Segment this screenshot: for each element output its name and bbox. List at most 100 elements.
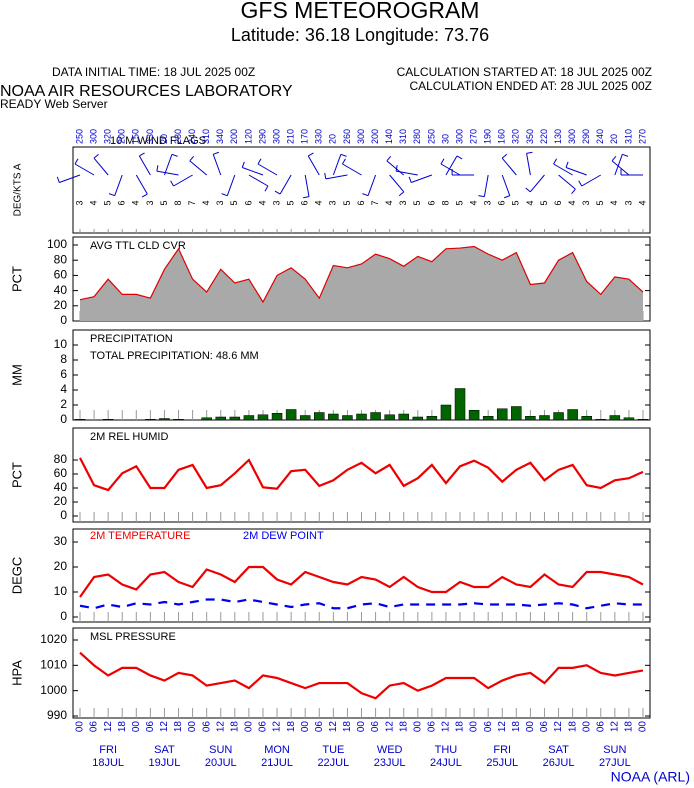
precip-bar: [454, 388, 466, 421]
wind-direction-label: 320: [511, 129, 521, 144]
x-tick-label: 00: [356, 721, 367, 733]
wind-direction-label: 200: [370, 129, 380, 144]
wind-speed-label: 6: [117, 200, 127, 205]
wind-shaft: [445, 155, 458, 176]
precip-bar: [440, 404, 452, 421]
precip-bar: [511, 406, 522, 421]
wind-barb: [340, 153, 347, 157]
legend-entry: 2M TEMPERATURE: [90, 530, 190, 542]
wind-barb: [274, 190, 281, 195]
wind-direction-label: 20: [159, 134, 169, 144]
y-tick-label: 0: [60, 313, 67, 327]
wind-direction-label: 330: [145, 129, 155, 144]
wind-speed-label: 3: [581, 200, 591, 205]
x-tick-label: 00: [187, 721, 198, 733]
wind-shaft: [248, 174, 269, 187]
wind-speed-label: 7: [187, 200, 197, 205]
wind-shaft: [226, 174, 236, 196]
wind-direction-label: 250: [74, 129, 84, 144]
wind-barb: [501, 153, 508, 159]
panel-title: 2M REL HUMID: [90, 431, 168, 443]
x-tick-label: 18: [342, 721, 353, 733]
precip-bar: [412, 416, 424, 421]
y-axis-label: PCT: [9, 266, 24, 292]
wind-barb: [213, 151, 220, 155]
precip-bar: [370, 412, 381, 421]
wind-direction-label: 200: [117, 129, 127, 144]
x-tick-label: 12: [441, 721, 452, 733]
wind-direction-label: 190: [483, 129, 493, 144]
wind-speed-label: 4: [468, 200, 478, 205]
wind-speed-label: 5: [286, 200, 296, 205]
precip-bar: [159, 418, 170, 421]
wind-speed-label: 6: [300, 200, 310, 205]
x-tick-label: 12: [384, 721, 395, 733]
x-tick-label: 18: [624, 721, 635, 733]
precip-bar: [271, 413, 283, 421]
wind-speed-label: 3: [271, 200, 281, 205]
wind-direction-label: 310: [623, 129, 633, 144]
x-tick-label: 06: [370, 721, 381, 733]
y-tick-label: 0: [60, 609, 67, 623]
wind-speed-label: 5: [342, 200, 352, 205]
wind-shaft: [614, 154, 623, 176]
wind-barb: [93, 153, 99, 159]
date-label: 25JUL: [486, 757, 518, 769]
wind-speed-label: 4: [201, 200, 211, 205]
wind-speed-label: 4: [637, 200, 647, 205]
day-label: THU: [435, 744, 458, 756]
x-tick-label: 06: [145, 721, 156, 733]
precip-bar: [74, 419, 86, 421]
wind-direction-label: 240: [187, 129, 197, 144]
wind-direction-label: 300: [271, 129, 281, 144]
wind-direction-label: 290: [257, 129, 267, 144]
cloud-line: [79, 245, 644, 304]
date-label: 26JUL: [543, 757, 575, 769]
wind-barb: [303, 196, 310, 199]
wind-shaft: [279, 174, 292, 195]
initial-time: DATA INITIAL TIME: 18 JUL 2025 00Z: [52, 65, 255, 79]
date-label: 23JUL: [374, 757, 406, 769]
precip-bar: [525, 416, 536, 421]
precip-bar: [145, 419, 156, 421]
x-tick-label: 06: [314, 721, 325, 733]
wind-shaft: [114, 174, 123, 196]
x-tick-label: 18: [286, 721, 297, 733]
y-tick-label: 1010: [40, 658, 67, 672]
y-tick-label: 80: [54, 452, 68, 466]
x-tick-label: 18: [173, 721, 184, 733]
day-label: SAT: [154, 744, 175, 756]
y-tick-label: 40: [54, 480, 68, 494]
wind-shaft: [483, 174, 489, 197]
y-tick-label: 6: [60, 367, 67, 381]
x-tick-label: 12: [272, 721, 283, 733]
wind-direction-label: 320: [103, 129, 113, 144]
wind-barb: [170, 180, 174, 187]
x-tick-label: 00: [300, 721, 311, 733]
y-tick-label: 10: [54, 584, 68, 598]
precip-bar: [243, 415, 255, 421]
wind-barb: [342, 158, 346, 165]
y-tick-label: 10: [54, 337, 68, 351]
precip-bar: [299, 415, 311, 421]
x-tick-label: 00: [581, 721, 592, 733]
x-tick-label: 00: [638, 721, 649, 733]
wind-barb: [171, 153, 178, 157]
x-tick-label: 18: [117, 721, 128, 733]
y-axis-label: MM: [9, 364, 24, 386]
wind-shaft: [553, 163, 573, 176]
wind-speed-label: 6: [426, 200, 436, 205]
wind-barb: [156, 165, 159, 172]
wind-speed-label: 3: [623, 200, 633, 205]
wind-speed-label: 6: [497, 200, 507, 205]
precip-bar: [285, 409, 297, 421]
wind-barb: [526, 151, 533, 154]
wind-speed-label: 5: [539, 200, 549, 205]
x-tick-label: 12: [497, 721, 508, 733]
wind-shaft: [242, 167, 264, 176]
wind-speed-label: 5: [595, 200, 605, 205]
x-tick-label: 18: [567, 721, 578, 733]
line-series: [79, 651, 644, 700]
wind-barb: [74, 158, 79, 165]
y-tick-label: 2: [60, 397, 67, 411]
